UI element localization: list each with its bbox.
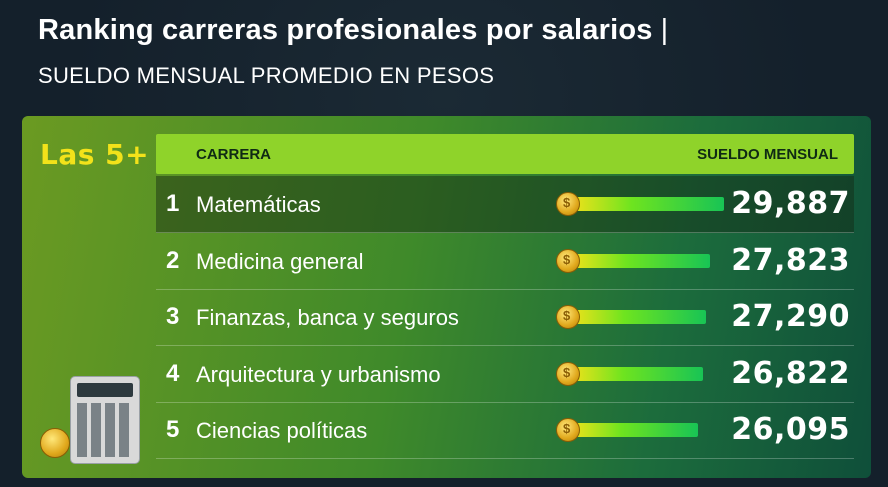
- salary-value: 26,822: [731, 355, 850, 391]
- salary-value: 29,887: [731, 186, 850, 221]
- coin-icon: [556, 192, 580, 216]
- salary-value: 27,290: [731, 299, 850, 335]
- career-name: Arquitectura y urbanismo: [196, 361, 441, 387]
- rank-number: 4: [166, 359, 180, 387]
- career-name: Medicina general: [196, 248, 364, 274]
- table-row: 4 Arquitectura y urbanismo 26,822: [156, 346, 854, 403]
- coin-icon: [556, 361, 580, 386]
- ranking-panel: Las 5+ CARRERA SUELDO MENSUAL 1 Matemátic…: [22, 116, 871, 478]
- badge-las-5: Las 5+: [40, 138, 150, 171]
- title-separator: |: [660, 14, 669, 46]
- calculator-icon: [70, 376, 140, 464]
- career-name: Matemáticas: [196, 192, 321, 217]
- table-row: 1 Matemáticas 29,887: [156, 176, 854, 233]
- career-name: Finanzas, banca y seguros: [196, 305, 459, 331]
- coin-stack-icon: [40, 428, 70, 458]
- salary-value: 27,823: [731, 242, 850, 278]
- coin-icon: [556, 248, 580, 273]
- salary-bar: [570, 197, 724, 211]
- salary-value: 26,095: [731, 412, 850, 448]
- rank-number: 2: [166, 246, 180, 274]
- salary-bar: [570, 423, 698, 438]
- table-header: CARRERA SUELDO MENSUAL: [156, 134, 854, 174]
- career-name: Ciencias políticas: [196, 418, 368, 444]
- table-row: 5 Ciencias políticas 26,095: [156, 402, 854, 460]
- page-title: Ranking carreras profesionales por salar…: [38, 14, 668, 47]
- table-row: 3 Finanzas, banca y seguros 27,290: [156, 289, 854, 347]
- page-subtitle: SUELDO MENSUAL PROMEDIO EN PESOS: [38, 63, 495, 88]
- column-header-salary: SUELDO MENSUAL: [697, 146, 838, 163]
- rank-number: 1: [166, 190, 180, 217]
- coin-icon: [556, 418, 580, 443]
- salary-bar: [570, 366, 703, 381]
- table-row: 2 Medicina general 27,823: [156, 233, 854, 290]
- salary-bar: [570, 310, 706, 325]
- page-title-text: Ranking carreras profesionales por salar…: [38, 14, 653, 46]
- salary-bar: [570, 253, 710, 268]
- rank-number: 3: [166, 303, 180, 331]
- coin-icon: [556, 305, 580, 330]
- rank-number: 5: [166, 416, 180, 444]
- column-header-career: CARRERA: [196, 146, 271, 163]
